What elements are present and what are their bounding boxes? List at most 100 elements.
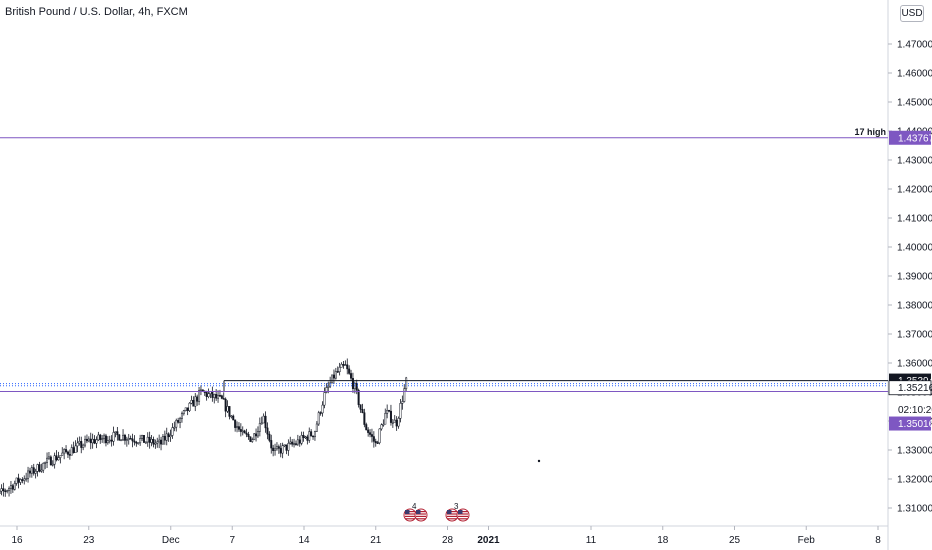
candle-up [61,452,64,456]
time-tick-label: 18 [657,535,669,546]
candle-up [236,426,239,428]
candle-up [293,443,296,445]
candle-up [274,448,277,451]
candle-down [395,419,398,427]
candle-up [194,396,197,407]
candle-up [393,419,396,423]
time-axis[interactable]: 16 23 Dec 7 14 21 28 2021 11 18 25 Feb 8 [11,526,881,546]
candle-up [296,439,299,445]
time-tick-label: Dec [162,535,180,546]
candle-up [9,485,12,489]
candle-down [32,467,35,474]
candle-up [401,401,404,404]
time-tick-label: 21 [370,535,382,546]
candle-down [17,477,20,483]
candle-down [272,447,275,451]
countdown-label-box [889,402,931,417]
candle-up [108,439,111,442]
candle-up [260,422,263,425]
price-tick-label: 1.33000 [897,446,932,457]
candle-down [376,442,379,444]
flag-canton [416,510,421,514]
candle-down [319,412,322,414]
candle-down [363,412,366,425]
currency-button[interactable]: USD [900,5,924,22]
candle-up [30,467,33,474]
flag-stripe [447,518,457,520]
candle-up [331,374,334,384]
event-flag [456,508,470,522]
candle-up [70,447,73,456]
candle-up [76,442,79,447]
candle-up [262,415,265,424]
candle-down [357,389,360,405]
price-tick-label: 1.36000 [897,359,932,370]
candle-down [72,447,75,453]
candle-down [224,398,227,412]
candle-down [123,434,126,441]
flag-canton [447,510,452,514]
flag-stripe [458,515,468,517]
candle-down [367,429,370,433]
price-tick-label: 1.31000 [897,504,932,515]
event-count-badge: 3 [454,502,459,511]
candle-up [226,406,229,412]
candle-down [49,456,52,466]
high-line-value-label: 1.43767 [898,133,932,144]
candle-up [230,415,233,418]
flag-stripe [405,515,415,517]
flag-stripe [458,513,468,515]
candle-up [158,439,161,443]
candle-up [397,418,400,427]
candle-down [266,427,269,435]
candle-down [196,396,199,402]
candle-down [232,415,235,421]
flag-stripe [416,518,426,520]
time-tick-label: 28 [442,535,454,546]
candle-up [313,431,316,438]
candle-up [325,387,328,393]
candle-down [277,446,280,449]
candle-down [11,485,14,490]
candle-up [36,464,39,472]
candle-down [99,434,102,440]
candle-up [112,432,115,442]
candle-down [285,444,288,451]
candle-down [298,439,301,444]
candle-up [127,437,130,440]
candle-down [350,373,353,379]
candle-up [289,441,292,444]
candle-down [372,436,375,442]
candle-up [122,434,125,441]
candle-down [374,441,377,443]
candle-down [351,378,354,389]
candle-down [152,438,155,445]
candle-up [344,364,347,366]
candle-down [348,368,351,374]
candle-up [251,439,254,442]
candle-up [175,420,178,428]
candle-down [249,436,252,442]
candle-up [180,413,183,419]
candle-up [106,440,109,444]
candle-up [308,431,311,441]
candle-up [146,436,149,443]
price-tick-label: 1.46000 [897,69,932,80]
candle-up [95,439,98,444]
candle-down [369,432,372,435]
candle-down [129,437,132,440]
candle-up [171,427,174,436]
candle-down [228,406,231,417]
candle-down [310,431,313,437]
flag-stripe [405,513,415,515]
candle-up [165,433,168,441]
time-tick-label: 2021 [477,535,500,546]
candle-up [46,457,49,463]
candle-up [25,478,28,480]
candle-up [101,438,104,440]
candle-up [82,444,85,448]
price-axis[interactable]: 1.310001.320001.330001.340001.350001.360… [888,40,932,515]
candle-down [365,424,368,431]
